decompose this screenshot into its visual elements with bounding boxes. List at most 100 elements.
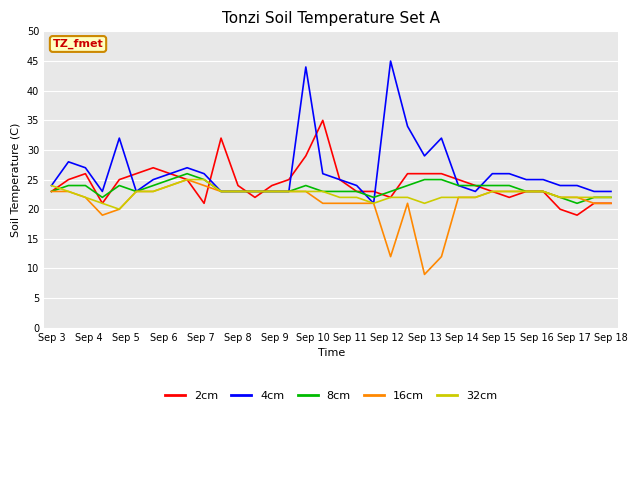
- 16cm: [370, 201, 378, 206]
- 8cm: [370, 194, 378, 200]
- 2cm: [149, 165, 157, 170]
- 4cm: [454, 183, 462, 189]
- 4cm: [65, 159, 72, 165]
- 32cm: [319, 189, 326, 194]
- 4cm: [99, 189, 106, 194]
- 32cm: [217, 189, 225, 194]
- 16cm: [99, 212, 106, 218]
- 8cm: [217, 189, 225, 194]
- 8cm: [387, 189, 394, 194]
- 16cm: [81, 194, 89, 200]
- 2cm: [200, 201, 208, 206]
- 16cm: [268, 189, 276, 194]
- 2cm: [319, 118, 326, 123]
- 8cm: [132, 189, 140, 194]
- 8cm: [607, 194, 615, 200]
- 32cm: [285, 189, 292, 194]
- 2cm: [285, 177, 292, 182]
- 8cm: [81, 183, 89, 189]
- 16cm: [540, 189, 547, 194]
- 2cm: [506, 194, 513, 200]
- 2cm: [251, 194, 259, 200]
- 32cm: [268, 189, 276, 194]
- 16cm: [387, 254, 394, 260]
- 16cm: [556, 194, 564, 200]
- 32cm: [607, 194, 615, 200]
- Line: 16cm: 16cm: [51, 180, 611, 275]
- 16cm: [217, 189, 225, 194]
- 4cm: [506, 171, 513, 177]
- 8cm: [336, 189, 344, 194]
- Line: 4cm: 4cm: [51, 61, 611, 204]
- 2cm: [183, 177, 191, 182]
- 32cm: [302, 189, 310, 194]
- 8cm: [115, 183, 123, 189]
- 16cm: [47, 189, 55, 194]
- 8cm: [472, 183, 479, 189]
- 16cm: [607, 201, 615, 206]
- 32cm: [420, 201, 428, 206]
- 2cm: [47, 189, 55, 194]
- 4cm: [217, 189, 225, 194]
- 4cm: [590, 189, 598, 194]
- 8cm: [488, 183, 496, 189]
- 2cm: [573, 212, 581, 218]
- 8cm: [556, 194, 564, 200]
- 2cm: [370, 189, 378, 194]
- Line: 32cm: 32cm: [51, 180, 611, 209]
- Y-axis label: Soil Temperature (C): Soil Temperature (C): [11, 122, 21, 237]
- 8cm: [573, 201, 581, 206]
- 32cm: [115, 206, 123, 212]
- 4cm: [336, 177, 344, 182]
- 8cm: [506, 183, 513, 189]
- 16cm: [506, 189, 513, 194]
- 4cm: [472, 189, 479, 194]
- 32cm: [556, 194, 564, 200]
- 16cm: [200, 183, 208, 189]
- 4cm: [251, 189, 259, 194]
- 2cm: [488, 189, 496, 194]
- 8cm: [540, 189, 547, 194]
- 16cm: [454, 194, 462, 200]
- 8cm: [65, 183, 72, 189]
- 2cm: [217, 135, 225, 141]
- 4cm: [404, 123, 412, 129]
- 2cm: [81, 171, 89, 177]
- Text: TZ_fmet: TZ_fmet: [52, 39, 104, 49]
- 16cm: [183, 177, 191, 182]
- 16cm: [285, 189, 292, 194]
- 4cm: [556, 183, 564, 189]
- 16cm: [149, 189, 157, 194]
- 2cm: [472, 183, 479, 189]
- 2cm: [115, 177, 123, 182]
- 32cm: [573, 194, 581, 200]
- 32cm: [353, 194, 360, 200]
- 2cm: [336, 177, 344, 182]
- 32cm: [454, 194, 462, 200]
- 4cm: [319, 171, 326, 177]
- 4cm: [149, 177, 157, 182]
- 32cm: [251, 189, 259, 194]
- 8cm: [234, 189, 242, 194]
- 2cm: [99, 201, 106, 206]
- 2cm: [438, 171, 445, 177]
- 32cm: [65, 189, 72, 194]
- 4cm: [302, 64, 310, 70]
- 16cm: [251, 189, 259, 194]
- 2cm: [404, 171, 412, 177]
- 32cm: [404, 194, 412, 200]
- 32cm: [522, 189, 530, 194]
- 8cm: [454, 183, 462, 189]
- 32cm: [438, 194, 445, 200]
- Line: 2cm: 2cm: [51, 120, 611, 215]
- 32cm: [387, 194, 394, 200]
- 32cm: [488, 189, 496, 194]
- 4cm: [488, 171, 496, 177]
- 8cm: [353, 189, 360, 194]
- Title: Tonzi Soil Temperature Set A: Tonzi Soil Temperature Set A: [222, 11, 440, 26]
- 16cm: [132, 189, 140, 194]
- 2cm: [454, 177, 462, 182]
- 8cm: [268, 189, 276, 194]
- 16cm: [115, 206, 123, 212]
- 8cm: [183, 171, 191, 177]
